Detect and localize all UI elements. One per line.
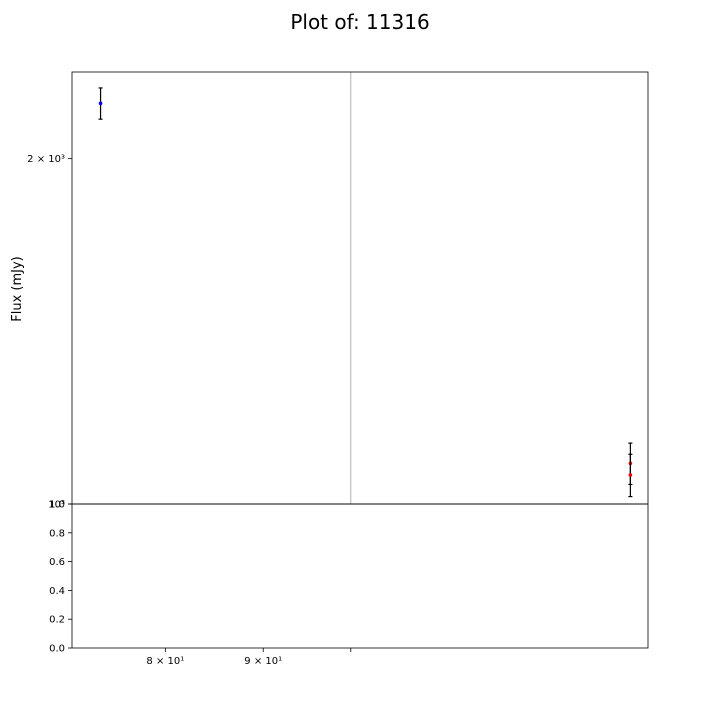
main-plot-frame [71,71,649,505]
residual-plot-frame [71,503,649,649]
chart-title: Plot of: 11316 [290,10,429,34]
residual-y-tick-label: 0.8 [49,528,65,539]
residual-y-tick-label: 0.4 [49,586,65,597]
y-axis-label: Flux (mJy) [10,256,25,322]
residual-y-tick-label: 0.2 [49,615,65,626]
residual-y-tick-label: 0.0 [49,644,65,655]
residual-y-tick-label: 0.6 [49,557,65,568]
y-tick-label: 10³ [48,500,65,511]
x-tick-label: 8 × 10¹ [146,656,184,667]
residual-plot-panel: 0.0 0.2 0.4 0.6 0.8 1.0 8 × 10¹ 9 × 10¹ [49,500,649,667]
main-plot-panel: 2 × 10³ 10³ [27,71,649,511]
x-tick-label: 9 × 10¹ [244,656,282,667]
y-tick-label: 2 × 10³ [27,154,65,165]
data-point [98,101,103,106]
residual-y-tick-label: 1.0 [49,500,65,511]
data-point [628,473,633,477]
